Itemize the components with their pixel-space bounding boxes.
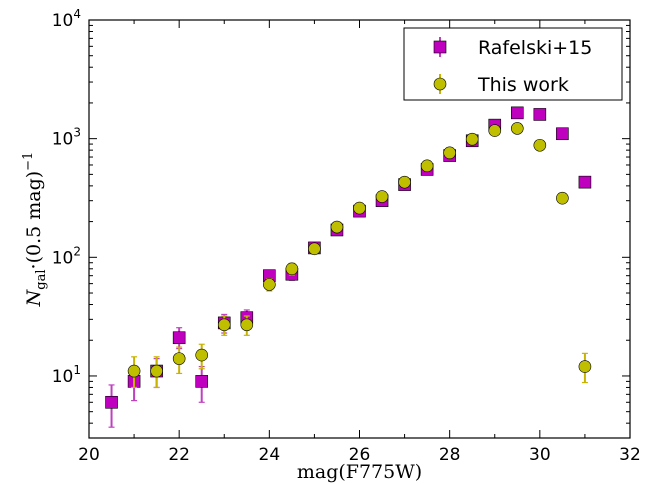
data-point-circle bbox=[398, 175, 411, 189]
data-point-circle bbox=[285, 262, 299, 276]
tick-labels: 20 22 24 26 28 30 32 101 102 103 104 bbox=[52, 7, 641, 465]
legend-thiswork-marker bbox=[433, 77, 447, 91]
y-axis-label: Ngal·(0.5 mag)−1 bbox=[21, 152, 49, 308]
legend-rafelski-marker bbox=[433, 40, 447, 54]
data-point-circle bbox=[127, 364, 141, 378]
x-axis-label: mag(F775W) bbox=[297, 461, 422, 483]
data-point-circle bbox=[195, 348, 209, 362]
legend: Rafelski+15 This work bbox=[403, 27, 623, 101]
y-axis-label-sup: −1 bbox=[21, 152, 36, 171]
y-tick-label: 101 bbox=[52, 363, 81, 387]
y-tick-label: 103 bbox=[52, 126, 81, 150]
data-point-circle bbox=[488, 124, 502, 137]
legend-thiswork-label: This work bbox=[477, 74, 569, 96]
ticks-layer bbox=[88, 19, 631, 439]
x-tick-label: 26 bbox=[349, 445, 371, 465]
x-tick-label: 20 bbox=[78, 445, 100, 465]
data-point-circle bbox=[330, 220, 344, 234]
data-point-circle bbox=[443, 146, 456, 160]
x-tick-label: 24 bbox=[259, 445, 281, 465]
y-tick-label: 104 bbox=[52, 7, 81, 31]
data-point-circle bbox=[150, 364, 163, 378]
data-point-square bbox=[195, 375, 209, 388]
legend-rafelski-label: Rafelski+15 bbox=[478, 37, 592, 59]
y-axis-label-sub: gal bbox=[34, 269, 49, 289]
x-tick-label: 30 bbox=[529, 445, 551, 465]
data-point-circle bbox=[263, 278, 276, 291]
data-point-circle bbox=[375, 190, 389, 203]
data-point-circle bbox=[556, 191, 569, 205]
y-axis-label-main: N bbox=[23, 288, 45, 307]
x-tick-label: 28 bbox=[439, 445, 461, 465]
series-this-work bbox=[127, 122, 592, 389]
data-point-circle bbox=[308, 242, 321, 256]
data-point-square bbox=[172, 331, 186, 345]
data-point-circle bbox=[420, 159, 434, 173]
data-point-square bbox=[105, 395, 118, 409]
data-point-circle bbox=[510, 122, 524, 135]
data-point-circle bbox=[172, 352, 186, 365]
y-axis-label-rest: ·(0.5 mag) bbox=[23, 171, 45, 270]
data-point-square bbox=[510, 106, 524, 120]
data-point-circle bbox=[353, 201, 366, 215]
data-point-circle bbox=[533, 138, 547, 152]
y-tick-label: 102 bbox=[52, 244, 81, 268]
data-point-square bbox=[556, 127, 569, 141]
data-point-circle bbox=[240, 318, 254, 332]
data-point-square bbox=[578, 175, 592, 189]
x-tick-label: 22 bbox=[168, 445, 190, 465]
data-point-circle bbox=[578, 360, 592, 373]
x-tick-label: 32 bbox=[619, 445, 641, 465]
series-layer bbox=[105, 106, 592, 428]
data-point-circle bbox=[465, 132, 479, 146]
plot-area bbox=[88, 19, 631, 439]
data-point-square bbox=[533, 108, 547, 121]
data-point-circle bbox=[217, 318, 231, 332]
